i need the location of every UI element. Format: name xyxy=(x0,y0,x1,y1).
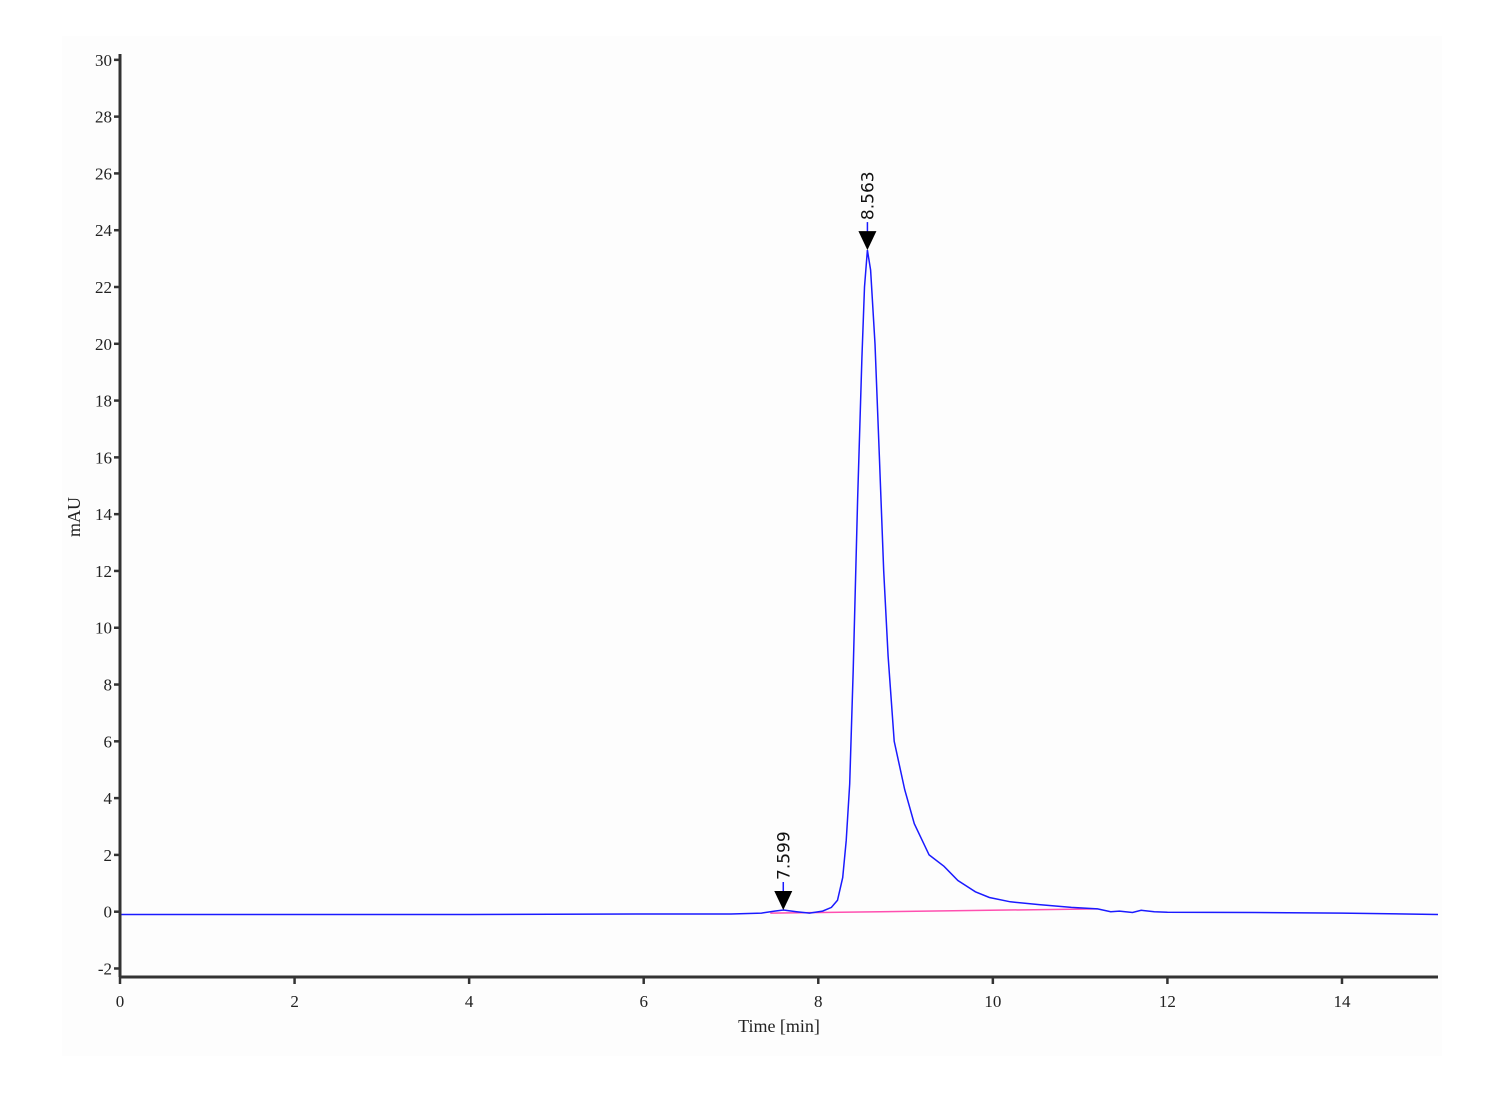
x-tick-label: 0 xyxy=(116,992,125,1011)
y-tick-label: 22 xyxy=(95,278,112,297)
peak-markers: 7.599 8.563 xyxy=(774,171,878,910)
y-tick-label: 18 xyxy=(95,392,112,411)
y-tick-label: 12 xyxy=(95,562,112,581)
y-tick-label: 20 xyxy=(95,335,112,354)
plot-background xyxy=(62,36,1442,1056)
x-tick-label: 10 xyxy=(984,992,1001,1011)
x-tick-label: 12 xyxy=(1159,992,1176,1011)
y-tick-label: -2 xyxy=(98,959,112,978)
y-tick-label: 10 xyxy=(95,619,112,638)
x-tick-label: 2 xyxy=(290,992,299,1011)
y-tick-label: 24 xyxy=(95,221,113,240)
x-tick-label: 14 xyxy=(1333,992,1351,1011)
y-tick-label: 0 xyxy=(104,903,113,922)
peak-label: 8.563 xyxy=(858,171,878,220)
x-tick-label: 4 xyxy=(465,992,474,1011)
integration-baseline xyxy=(770,908,1098,914)
peak-marker-triangle xyxy=(858,231,877,251)
y-tick-label: 6 xyxy=(104,732,113,751)
x-axis-ticks: 0 2 4 6 8 10 12 14 xyxy=(116,977,1351,1011)
y-tick-label: 30 xyxy=(95,51,112,70)
x-tick-label: 6 xyxy=(639,992,648,1011)
x-axis-title: Time [min] xyxy=(738,1016,820,1036)
y-tick-label: 8 xyxy=(104,676,113,695)
y-tick-label: 14 xyxy=(95,505,113,524)
y-tick-label: 2 xyxy=(104,846,113,865)
peak-label: 7.599 xyxy=(774,831,794,880)
y-tick-label: 28 xyxy=(95,108,112,127)
x-tick-label: 8 xyxy=(814,992,823,1011)
signal-trace xyxy=(120,249,1439,916)
y-tick-label: 16 xyxy=(95,448,112,467)
peak-marker-triangle xyxy=(774,890,793,910)
y-axis-title: mAU xyxy=(64,497,84,537)
y-tick-label: 4 xyxy=(104,789,113,808)
y-tick-label: 26 xyxy=(95,164,112,183)
